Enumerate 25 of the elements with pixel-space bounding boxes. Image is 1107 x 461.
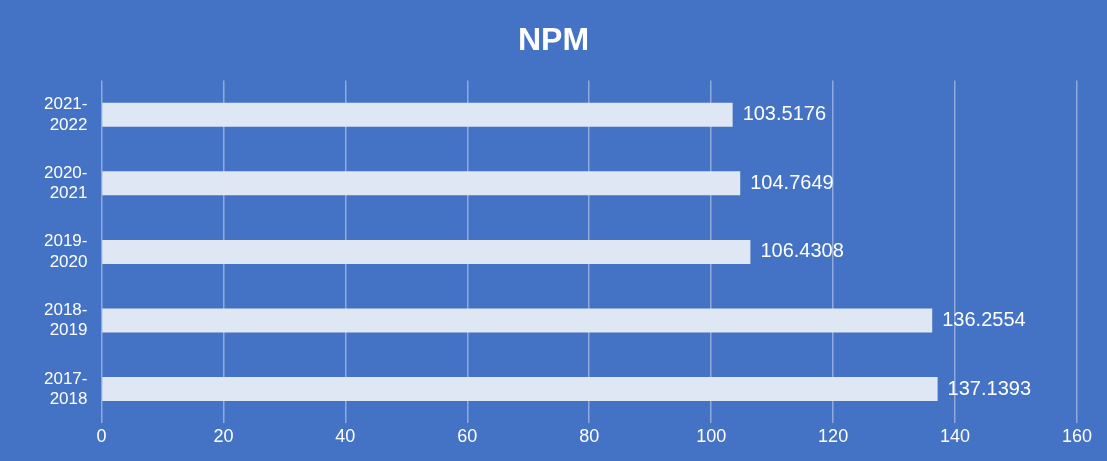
x-tick-label: 80: [579, 426, 600, 447]
y-tick-label: 2020-2021: [44, 162, 88, 203]
data-label: 106.4308: [760, 239, 844, 262]
bar: [102, 171, 741, 196]
y-tick-label: 2018-2019: [44, 299, 88, 340]
bar: [102, 102, 733, 127]
data-label: 103.5176: [742, 102, 827, 125]
chart-title: NPM: [517, 21, 590, 58]
y-tick-label: 2017-2018: [44, 368, 88, 408]
bar: [102, 377, 938, 402]
x-tick-label: 120: [818, 426, 849, 447]
bar: [102, 239, 751, 264]
x-tick-label: 100: [696, 426, 727, 447]
x-tick-label: 20: [213, 426, 234, 447]
data-label: 137.1393: [947, 376, 1032, 399]
data-label: 136.2554: [942, 308, 1026, 331]
y-tick-label: 2021-2022: [44, 94, 88, 134]
y-tick-label: 2019-2020: [44, 231, 88, 271]
x-tick-label: 0: [96, 426, 107, 447]
x-tick-label: 160: [1061, 426, 1093, 447]
x-tick-label: 60: [457, 426, 478, 447]
data-label: 104.7649: [750, 170, 834, 193]
x-tick-label: 40: [335, 426, 356, 447]
x-tick-label: 140: [940, 426, 971, 447]
bar: [102, 308, 933, 333]
